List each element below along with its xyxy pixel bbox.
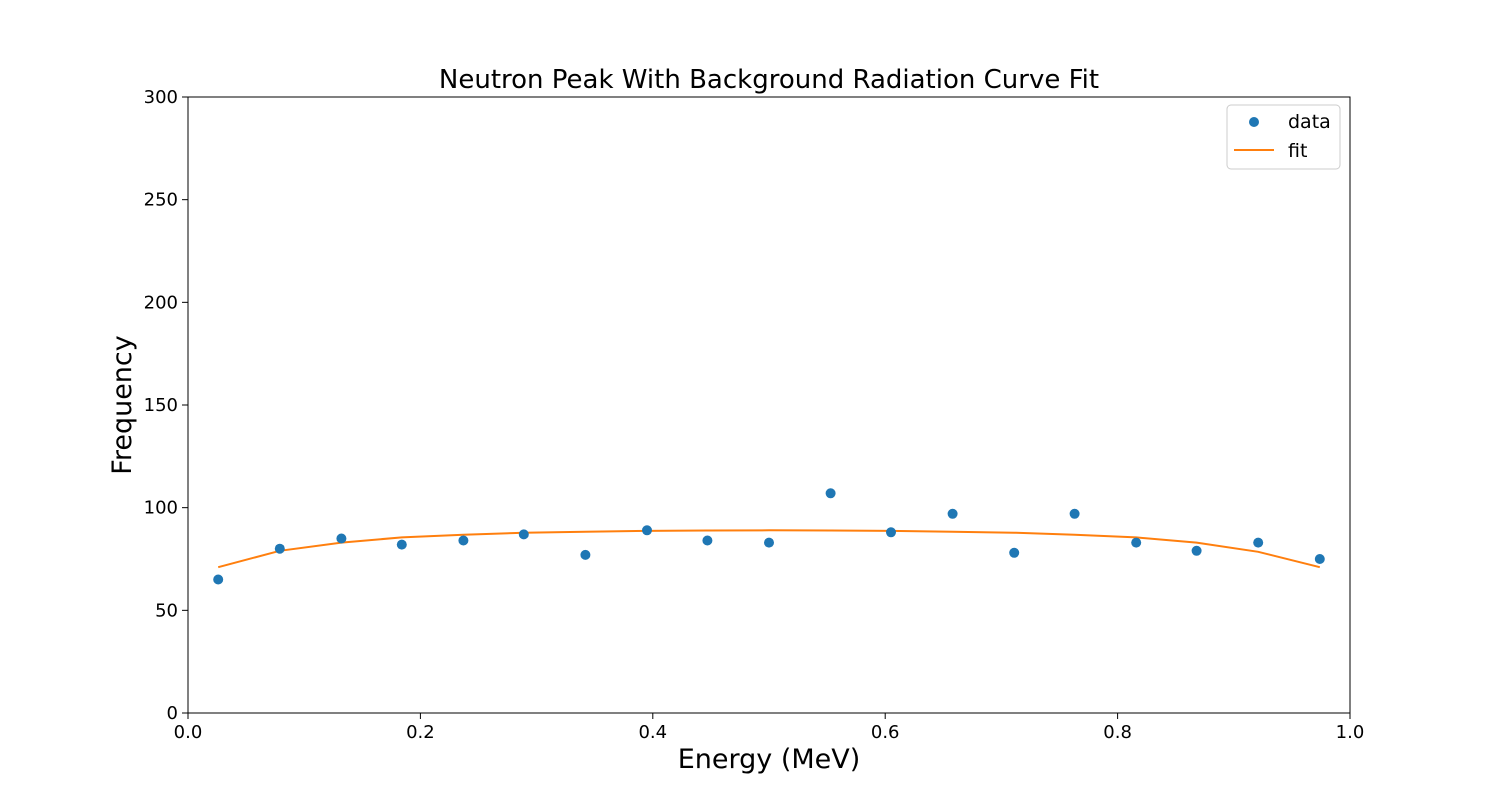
y-axis-label: Frequency: [107, 335, 138, 475]
y-tick-label: 0: [167, 703, 178, 724]
x-axis-label: Energy (MeV): [678, 744, 861, 775]
data-point: [764, 537, 774, 548]
data-point: [1191, 545, 1202, 556]
x-tick-label: 1.0: [1336, 722, 1365, 743]
x-tick-label: 0.4: [638, 722, 667, 743]
data-point: [396, 539, 407, 550]
x-tick-label: 0.8: [1103, 722, 1132, 743]
data-point: [274, 543, 285, 554]
y-tick-label: 300: [144, 87, 178, 108]
x-tick-label: 0.2: [406, 722, 435, 743]
x-tick-label: 0.0: [174, 722, 203, 743]
legend-marker-data: [1249, 117, 1259, 127]
data-point: [518, 529, 529, 540]
data-point: [1069, 508, 1080, 519]
axis-ticks: 0.0 0.2 0.4 0.6 0.8 1.0 0 50 100 150 200 250 300: [144, 87, 1365, 743]
legend: data fit: [1226, 104, 1341, 170]
plot-series: [213, 488, 1325, 585]
data-point: [580, 549, 591, 560]
data-point: [642, 525, 652, 536]
y-tick-label: 50: [155, 600, 178, 621]
data-point: [336, 533, 347, 544]
plot-frame: [187, 96, 1351, 714]
data-point: [1253, 537, 1264, 548]
data-point: [947, 508, 958, 519]
data-point: [213, 574, 224, 585]
legend-label-data: data: [1288, 111, 1331, 133]
y-tick-label: 250: [144, 190, 178, 211]
y-tick-label: 100: [144, 498, 178, 519]
data-point: [1314, 554, 1325, 564]
legend-label-fit: fit: [1288, 140, 1307, 162]
y-tick-label: 200: [144, 292, 178, 313]
data-point: [458, 535, 469, 546]
fit-line: [217, 529, 1321, 569]
data-point: [702, 535, 713, 546]
data-point: [1131, 537, 1142, 548]
data-point: [825, 488, 836, 499]
chart-title: Neutron Peak With Background Radiation C…: [439, 65, 1099, 95]
x-tick-label: 0.6: [871, 722, 900, 743]
y-tick-label: 150: [144, 395, 178, 416]
data-point: [886, 527, 896, 538]
data-point: [1009, 547, 1020, 558]
